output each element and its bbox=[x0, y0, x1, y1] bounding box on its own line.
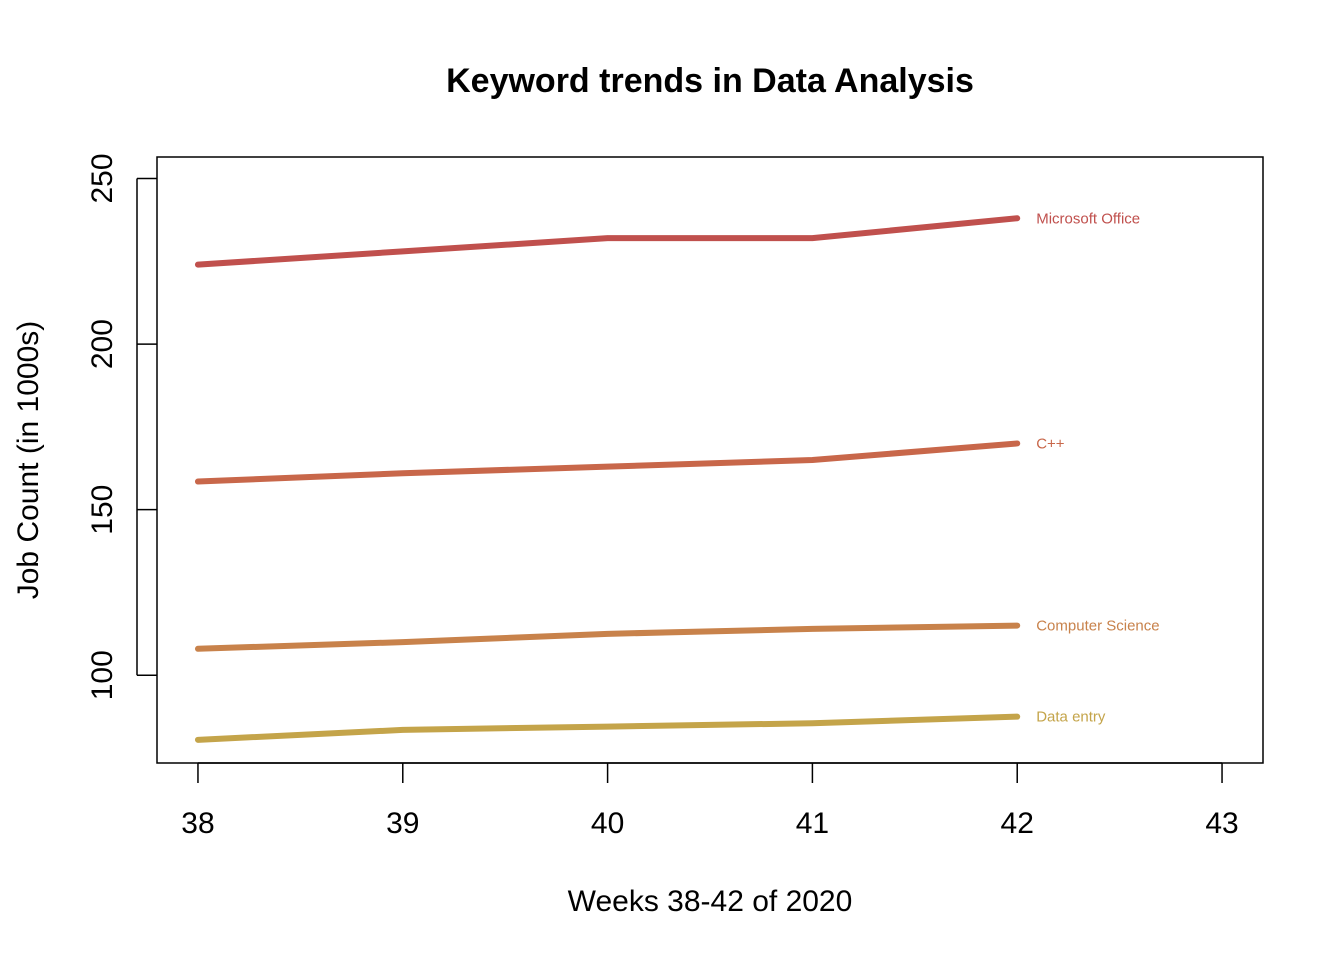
y-tick-label: 150 bbox=[86, 485, 119, 535]
x-tick-label: 42 bbox=[1001, 807, 1034, 840]
series-line-c bbox=[194, 440, 1021, 485]
plot-frame bbox=[156, 156, 1264, 764]
y-tick-label: 200 bbox=[86, 319, 119, 369]
series-labels: Microsoft Office C++ Computer Science Data … bbox=[1036, 210, 1159, 725]
series-line-microsoft-office bbox=[194, 215, 1021, 268]
x-tick-label: 40 bbox=[591, 807, 624, 840]
series-label-data-entry: Data entry bbox=[1036, 709, 1106, 726]
y-axis-label: Job Count (in 1000s) bbox=[12, 321, 45, 600]
series-lines bbox=[194, 215, 1021, 743]
y-tick-label: 250 bbox=[86, 153, 119, 203]
x-tick-label: 38 bbox=[181, 807, 214, 840]
series-line-data-entry bbox=[194, 713, 1021, 743]
series-label-computer-science: Computer Science bbox=[1036, 618, 1159, 635]
series-line-computer-science bbox=[194, 622, 1021, 652]
x-axis: 38 39 40 41 42 43 bbox=[181, 762, 1239, 840]
y-axis: 100 150 200 250 bbox=[86, 153, 157, 700]
chart-title: Keyword trends in Data Analysis bbox=[446, 62, 974, 100]
series-label-microsoft-office: Microsoft Office bbox=[1036, 210, 1140, 227]
x-tick-label: 43 bbox=[1205, 807, 1238, 840]
x-tick-label: 39 bbox=[386, 807, 419, 840]
y-tick-label: 100 bbox=[86, 650, 119, 700]
x-axis-label: Weeks 38-42 of 2020 bbox=[568, 885, 853, 918]
x-tick-label: 41 bbox=[796, 807, 829, 840]
series-label-c: C++ bbox=[1036, 435, 1065, 452]
